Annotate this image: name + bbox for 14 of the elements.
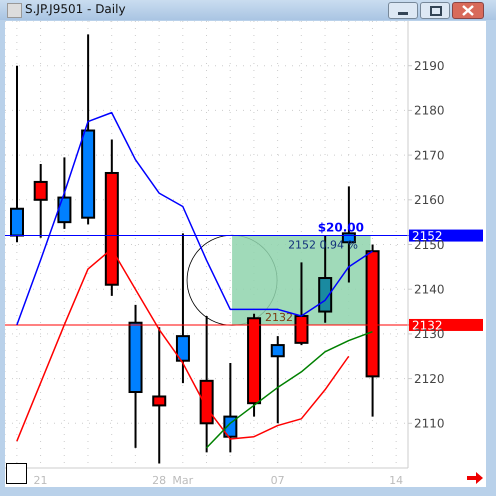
y-tick-label: 2170 bbox=[414, 148, 445, 162]
y-tick-label: 2160 bbox=[414, 193, 445, 208]
y-tick-label: 2110 bbox=[414, 416, 445, 431]
y-tick-label: 2190 bbox=[414, 58, 445, 73]
y-tick-label: 2120 bbox=[414, 372, 445, 386]
chart-title: S.JP.J9501 - Daily bbox=[25, 2, 126, 16]
annotation: 2132 bbox=[265, 310, 293, 324]
x-tick-label: 14 bbox=[389, 474, 404, 487]
x-tick-label: 07 bbox=[270, 474, 285, 487]
y-tick-label: 2140 bbox=[414, 282, 445, 296]
x-tick-label: 28 bbox=[152, 474, 166, 487]
y-tick-label: 2180 bbox=[414, 104, 445, 118]
x-tick-label: Mar bbox=[172, 474, 194, 487]
x-tick-label: 21 bbox=[34, 474, 48, 487]
